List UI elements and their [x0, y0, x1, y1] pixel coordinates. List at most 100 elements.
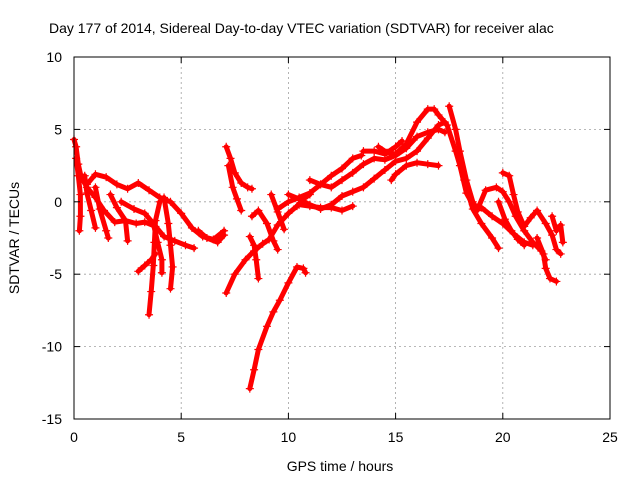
- data-point-marker: [558, 238, 567, 247]
- x-tick-label: 20: [495, 429, 511, 445]
- series-trace-d: [82, 173, 98, 231]
- data-point-marker: [140, 209, 149, 218]
- data-point-marker: [305, 176, 314, 185]
- data-point-marker: [423, 134, 432, 143]
- data-point-marker: [391, 142, 400, 151]
- data-point-marker: [267, 190, 276, 199]
- data-point-marker: [72, 154, 81, 163]
- x-tick-label: 5: [177, 429, 185, 445]
- data-point-marker: [348, 154, 357, 163]
- data-point-marker: [533, 234, 542, 242]
- data-point-marker: [164, 219, 173, 228]
- data-point-marker: [413, 132, 422, 141]
- data-point-marker: [245, 384, 254, 393]
- data-point-marker: [245, 232, 254, 241]
- data-point-marker: [327, 203, 336, 212]
- data-point-marker: [149, 261, 158, 270]
- y-tick-label: 10: [46, 49, 62, 65]
- y-tick-label: -5: [50, 266, 63, 282]
- y-tick-label: -10: [42, 339, 62, 355]
- data-point-marker: [477, 203, 486, 212]
- y-tick-label: 0: [54, 194, 62, 210]
- data-point-marker: [168, 262, 177, 271]
- data-point-marker: [106, 190, 115, 199]
- x-tick-label: 0: [70, 429, 78, 445]
- data-point-marker: [254, 345, 263, 354]
- data-point-marker: [123, 184, 132, 193]
- data-point-marker: [380, 165, 389, 174]
- data-point-marker: [273, 205, 282, 214]
- data-point-marker: [110, 218, 119, 227]
- x-tick-label: 15: [388, 429, 404, 445]
- data-point-marker: [357, 151, 366, 160]
- series-trace-aa: [457, 163, 536, 248]
- series-trace-e: [92, 184, 111, 241]
- data-point-marker: [147, 255, 156, 264]
- data-point-marker: [500, 215, 509, 224]
- data-point-marker: [556, 249, 565, 258]
- data-point-marker: [507, 226, 516, 235]
- data-point-marker: [301, 268, 310, 277]
- data-point-marker: [224, 161, 233, 170]
- data-point-marker: [374, 142, 383, 151]
- data-point-marker: [91, 223, 100, 232]
- data-point-marker: [76, 190, 85, 199]
- data-point-marker: [548, 212, 557, 221]
- data-point-marker: [305, 202, 314, 211]
- data-point-marker: [102, 226, 111, 235]
- data-point-marker: [413, 158, 422, 167]
- data-point-marker: [112, 203, 121, 212]
- data-point-marker: [468, 200, 477, 209]
- data-point-marker: [202, 234, 211, 242]
- data-point-marker: [132, 219, 141, 228]
- data-point-marker: [402, 139, 411, 148]
- data-point-marker: [194, 226, 203, 235]
- data-point-marker: [316, 180, 325, 189]
- data-point-marker: [513, 235, 522, 244]
- data-point-marker: [166, 197, 175, 206]
- data-point-marker: [134, 178, 143, 187]
- data-point-marker: [213, 238, 222, 247]
- data-point-marker: [166, 241, 175, 250]
- data-point-marker: [481, 186, 490, 195]
- data-point-marker: [402, 161, 411, 170]
- data-point-marker: [151, 216, 160, 225]
- data-point-marker: [121, 216, 130, 225]
- x-tick-label: 10: [281, 429, 297, 445]
- series-trace-x: [388, 160, 441, 183]
- data-point-marker: [505, 171, 514, 180]
- data-point-marker: [284, 278, 293, 287]
- data-point-marker: [166, 284, 175, 293]
- data-point-marker: [275, 296, 284, 305]
- data-point-marker: [387, 176, 396, 185]
- y-tick-label: 5: [54, 121, 62, 137]
- series-trace-k: [195, 228, 227, 245]
- data-point-marker: [76, 212, 85, 221]
- data-point-marker: [545, 274, 554, 283]
- data-point-marker: [140, 218, 149, 227]
- data-point-marker: [237, 178, 246, 187]
- data-point-marker: [247, 212, 256, 221]
- data-point-marker: [443, 121, 452, 130]
- data-point-marker: [130, 205, 139, 214]
- data-point-marker: [455, 161, 464, 170]
- data-point-marker: [269, 307, 278, 316]
- data-point-marker: [370, 147, 379, 156]
- data-point-marker: [348, 202, 357, 211]
- data-point-marker: [91, 170, 100, 179]
- data-point-marker: [284, 209, 293, 218]
- y-axis-label: SDTVAR / TECUs: [6, 182, 22, 294]
- data-point-marker: [157, 255, 166, 264]
- data-point-marker: [548, 231, 557, 240]
- data-point-marker: [413, 118, 422, 127]
- series-trace-p: [247, 234, 261, 281]
- data-point-marker: [250, 241, 259, 250]
- data-point-marker: [434, 121, 443, 130]
- data-point-marker: [539, 249, 548, 258]
- data-point-marker: [87, 206, 96, 215]
- data-point-marker: [359, 160, 368, 169]
- data-point-marker: [181, 241, 190, 250]
- data-point-marker: [82, 189, 91, 198]
- data-point-marker: [247, 184, 256, 193]
